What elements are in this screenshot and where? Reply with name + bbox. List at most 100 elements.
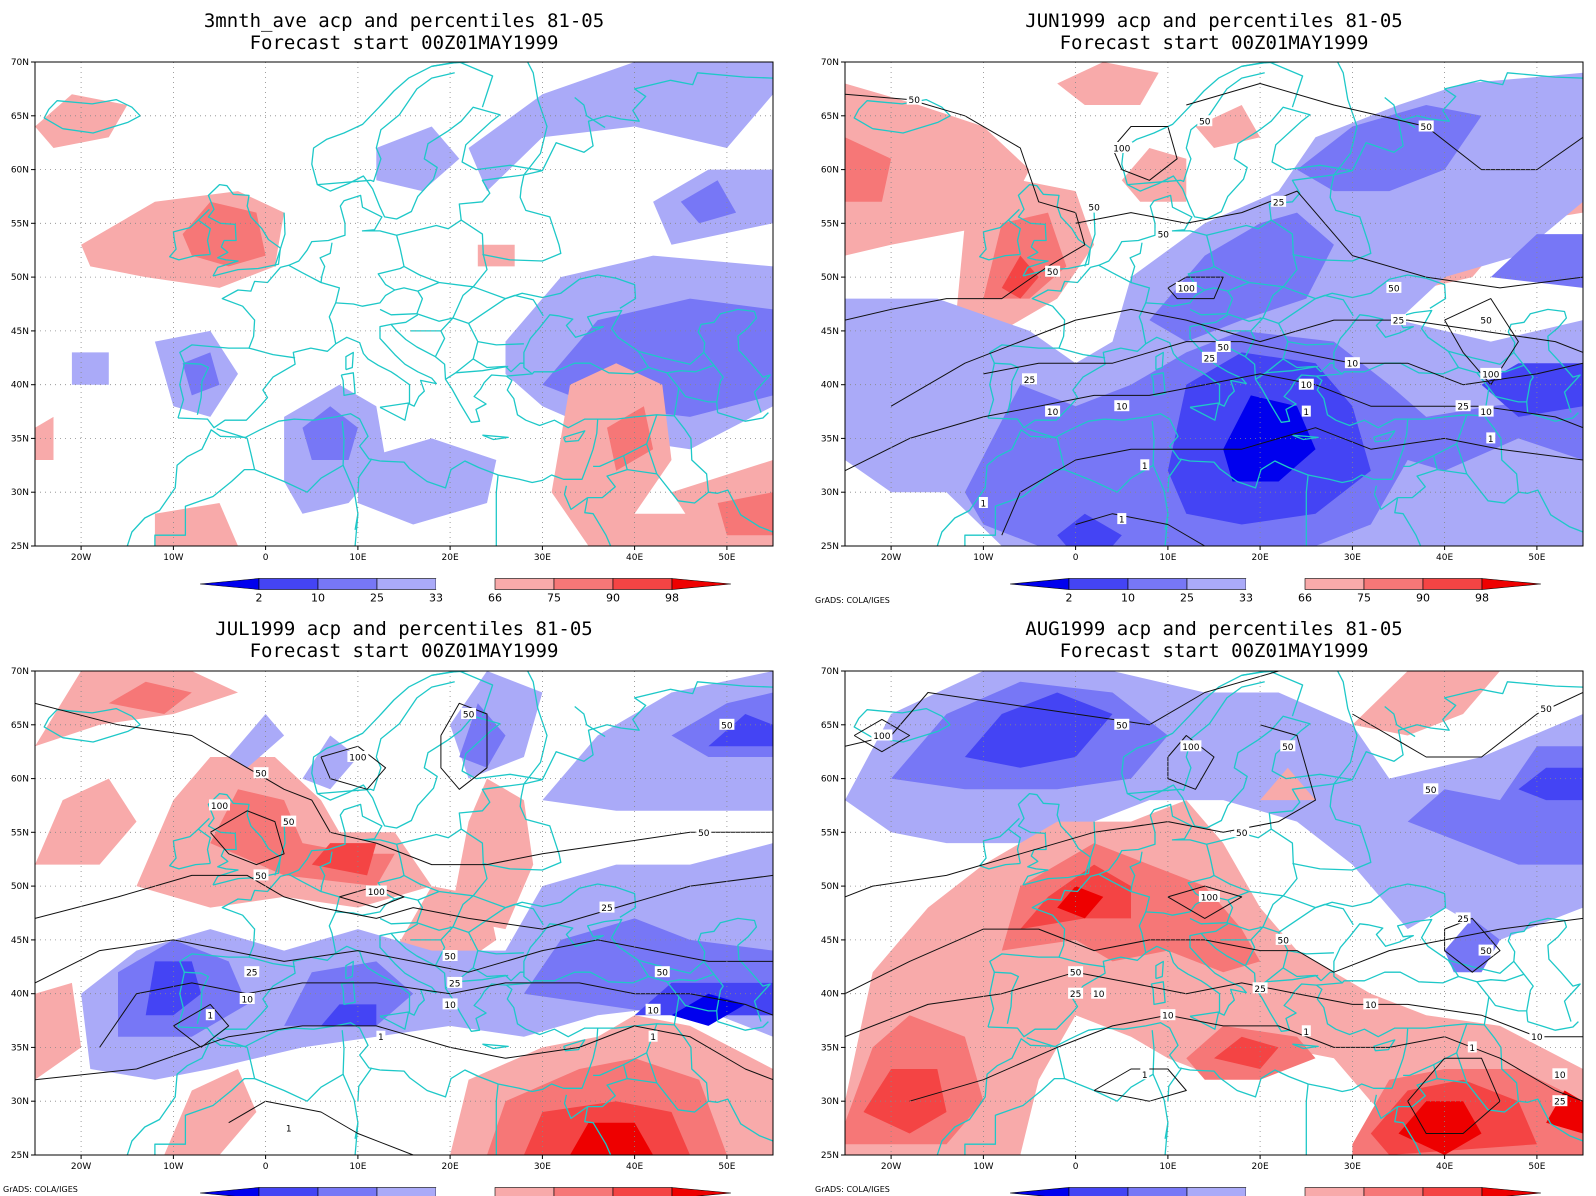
percentile-area <box>1398 1101 1482 1155</box>
coastline <box>510 362 524 373</box>
coastline <box>482 783 562 871</box>
contour-label-bg <box>1486 432 1496 444</box>
coastline <box>678 387 717 403</box>
map-frame <box>844 670 1584 1156</box>
contour-label-bg <box>1117 513 1127 525</box>
lon-tick-label: 50E <box>1528 1162 1545 1172</box>
precip-contour <box>339 885 405 909</box>
contour-label: 50 <box>1420 123 1432 133</box>
contour-label-bg <box>253 767 269 779</box>
coastline <box>1527 1020 1579 1031</box>
colorbar-swatch <box>1481 1187 1542 1196</box>
coastline <box>254 421 345 493</box>
colorbar-label: 66 <box>488 592 502 605</box>
contour-label: 25 <box>601 904 612 914</box>
precip-contour <box>173 1003 230 1048</box>
contour-label: 50 <box>908 96 920 106</box>
lat-tick-label: 70N <box>821 667 839 677</box>
coastline <box>335 896 424 925</box>
grads-credit: GrADS: COLA/IGES <box>815 596 890 605</box>
coastline <box>1017 792 1092 886</box>
coastline <box>1287 340 1334 346</box>
lat-tick-label: 55N <box>11 219 29 229</box>
grid-lines <box>35 671 773 1155</box>
colorbar-label: 33 <box>429 592 443 605</box>
coastline <box>1292 783 1372 871</box>
contour-label-bg <box>284 1122 294 1134</box>
coastline <box>1155 960 1164 980</box>
colorbar-swatch <box>1246 1187 1305 1196</box>
coastline <box>357 1067 373 1102</box>
percentile-area <box>1195 105 1261 148</box>
coastline <box>455 365 509 374</box>
lat-tick-label: 55N <box>11 828 29 838</box>
contour-label-bg <box>1198 890 1220 902</box>
coastline <box>1201 314 1229 326</box>
contour-label-bg <box>1114 400 1130 412</box>
colorbar-swatch <box>1186 578 1247 590</box>
percentile-area <box>1546 1090 1583 1134</box>
contour-label-bg <box>1068 987 1084 999</box>
coastline <box>666 973 715 983</box>
percentile-area <box>1214 1036 1279 1069</box>
grid-lines <box>845 62 1583 546</box>
contour-label-bg <box>1455 400 1471 412</box>
colorbar-swatch <box>376 1187 437 1196</box>
coastline <box>197 208 210 221</box>
coastlines <box>853 62 1583 546</box>
lat-tick-label: 60N <box>11 775 29 785</box>
contour-label-bg <box>1538 702 1554 714</box>
precip-contour <box>1112 126 1178 181</box>
coastline <box>1397 1064 1438 1108</box>
lon-tick-label: 40E <box>626 1162 643 1172</box>
coastline <box>288 873 341 953</box>
precip-contour <box>845 373 1583 472</box>
contour-label-bg <box>244 966 260 978</box>
coastline <box>853 707 951 743</box>
precip-contour <box>35 939 773 984</box>
coastline <box>1384 705 1416 738</box>
coastline <box>964 1037 1066 1155</box>
lat-tick-label: 55N <box>821 219 839 229</box>
lat-tick-label: 45N <box>821 936 839 946</box>
percentile-area <box>321 1004 377 1026</box>
coastline <box>1373 485 1398 511</box>
contour-label-bg <box>447 976 463 988</box>
colorbar-swatch <box>199 1187 260 1196</box>
precip-contour <box>320 745 387 790</box>
colorbar-swatch <box>1186 1187 1247 1196</box>
coastline <box>340 372 356 397</box>
coastline <box>1282 274 1447 309</box>
contour-label: 1 <box>286 1125 292 1135</box>
coastline <box>993 971 1020 1024</box>
colorbar-label: 2 <box>1066 592 1073 605</box>
precip-contour <box>890 308 1583 407</box>
coastline <box>1448 959 1515 974</box>
contour-label-bg <box>1068 966 1084 978</box>
coastline <box>1227 281 1250 292</box>
coastline <box>472 274 637 309</box>
coastline <box>717 411 769 422</box>
contour-label: 50 <box>1047 268 1059 278</box>
coastline <box>342 465 359 531</box>
coastline <box>477 340 524 346</box>
percentile-area <box>302 735 358 790</box>
precip-contours <box>845 83 1583 546</box>
coastline <box>987 62 1354 419</box>
colorbar-label: 98 <box>665 592 679 605</box>
contour-label: 50 <box>1217 344 1229 354</box>
contour-label: 1 <box>650 1033 656 1043</box>
contour-label: 1 <box>981 500 987 510</box>
lat-tick-label: 25N <box>821 542 839 552</box>
coastline <box>1527 411 1579 422</box>
coastline <box>1407 366 1490 420</box>
contour-label-bg <box>1045 405 1061 417</box>
lat-tick-label: 40N <box>821 381 839 391</box>
contour-label-bg <box>1140 1068 1150 1080</box>
percentile-area <box>1352 671 1500 736</box>
contour-label-bg <box>461 708 477 719</box>
percentile-area <box>1481 363 1583 417</box>
coastline <box>584 497 612 546</box>
coastline <box>1152 1074 1169 1140</box>
lon-tick-label: 50E <box>718 1162 735 1172</box>
